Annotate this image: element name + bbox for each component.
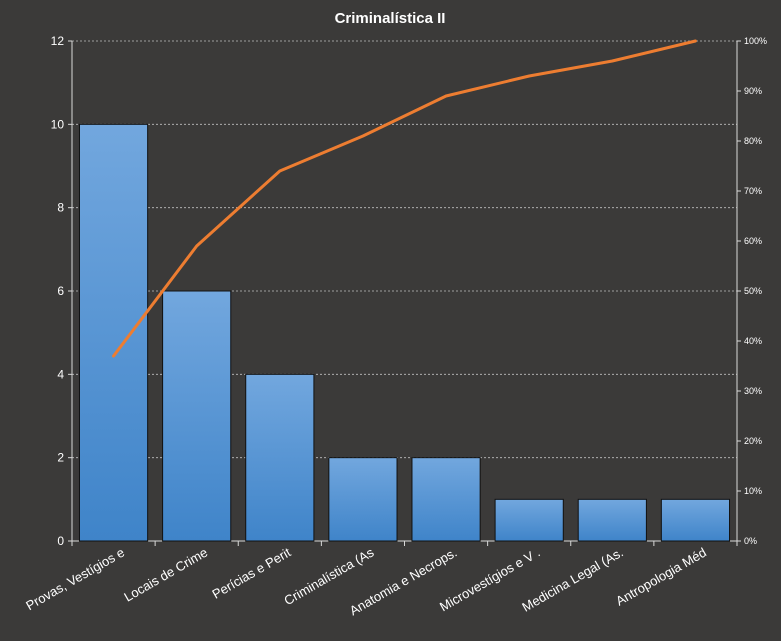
bar [162,290,232,542]
y-tick-label: 8 [57,201,64,215]
y-tick-label: 4 [57,367,64,381]
bar [577,498,647,542]
bars [78,123,731,542]
y2-tick-label: 0% [744,536,757,546]
bar [494,498,564,542]
y2-tick-label: 80% [744,136,762,146]
category-label: Locais de Crime [121,545,210,605]
y2-tick-label: 40% [744,336,762,346]
category-label: Perícias e Perit [209,544,293,601]
cumulative-line-path [112,39,697,358]
bar [328,457,398,542]
y2-tick-label: 70% [744,186,762,196]
y2-tick-label: 50% [744,286,762,296]
y-tick-label: 12 [51,34,65,48]
y-axis-ticks: 0 2 4 6 8 10 12 [51,34,65,548]
y-tick-label: 10 [51,117,65,131]
gridlines [72,40,737,459]
chart-title: Criminalística II [335,10,446,27]
y2-axis-ticks: 0% 10% 20% 30% 40% 50% 60% 70% 80% 90% 100% [744,36,767,546]
bar [411,457,481,542]
y2-tick-label: 30% [744,386,762,396]
y-tick-label: 6 [57,284,64,298]
category-label: Antropologia Méd [613,545,709,609]
y2-tick-label: 60% [744,236,762,246]
y2-tick-label: 20% [744,436,762,446]
y-tick-label: 0 [57,534,64,548]
y2-tick-label: 100% [744,36,767,46]
y2-tick-label: 90% [744,86,762,96]
y-tick-label: 2 [57,451,64,465]
bar [245,373,315,542]
cumulative-line [112,39,697,358]
category-label: Provas, Vestígios e [23,545,127,614]
bar [660,498,731,542]
bar [78,123,149,542]
y2-tick-label: 10% [744,486,762,496]
